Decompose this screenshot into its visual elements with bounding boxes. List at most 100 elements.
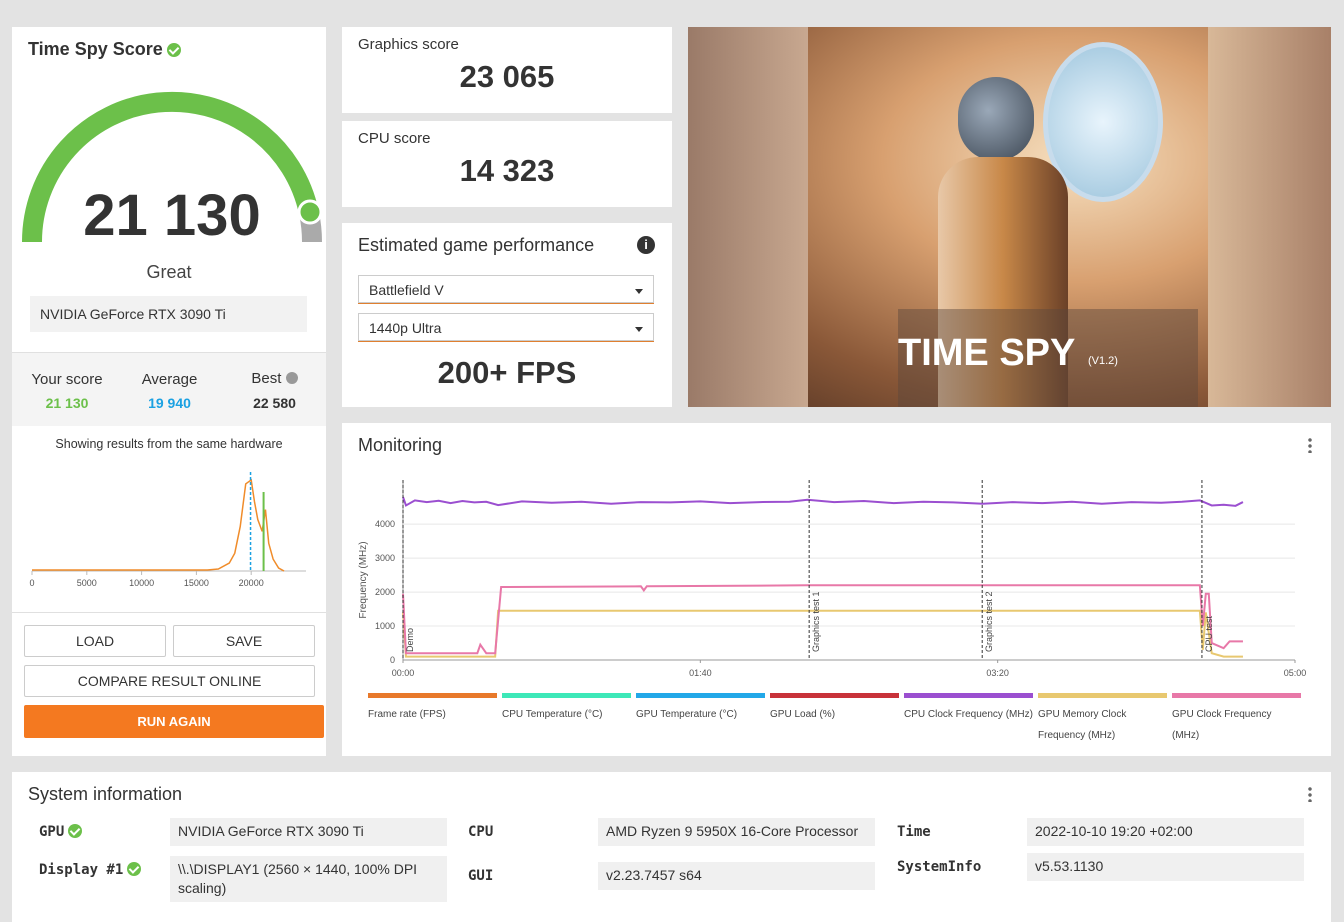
y-tick-label: 3000 — [375, 553, 395, 563]
score-panel: Time Spy Score 21 130 Great NVIDIA GeFor… — [12, 27, 326, 756]
info-label-text: GPU — [39, 824, 65, 840]
banner-pillar — [1208, 27, 1331, 407]
legend-item: GPU Memory Clock Frequency (MHz) — [1038, 693, 1167, 746]
info-label: GPU — [39, 824, 83, 840]
info-label: Time — [897, 824, 931, 840]
system-info-panel: System information GPU NVIDIA GeForce RTX… — [12, 772, 1331, 922]
score-value: 21 130 — [83, 183, 261, 248]
annotation-label: Graphics test 2 — [984, 591, 994, 652]
info-label-text: Time — [897, 824, 931, 840]
x-tick-label: 05:00 — [1284, 668, 1307, 678]
series-line — [402, 584, 1243, 655]
series-line — [402, 496, 1244, 507]
y-tick-label: 1000 — [375, 621, 395, 631]
divider — [12, 612, 326, 613]
graphics-score-panel: Graphics score 23 065 — [342, 27, 672, 113]
load-button[interactable]: LOAD — [24, 625, 166, 657]
banner-helmet — [958, 77, 1034, 161]
info-icon — [285, 372, 298, 384]
info-value: \\.\DISPLAY1 (2560 × 1440, 100% DPI scal… — [170, 856, 447, 902]
best-value: 22 580 — [253, 395, 296, 411]
game-performance-title: Estimated game performance — [358, 235, 595, 255]
legend-label: CPU Temperature (°C) — [502, 709, 603, 720]
system-info-title: System information — [28, 784, 183, 804]
x-tick-label: 01:40 — [689, 668, 712, 678]
compare-button[interactable]: COMPARE RESULT ONLINE — [24, 665, 315, 697]
x-tick-label: 10000 — [129, 578, 154, 588]
score-title-text: Time Spy Score — [28, 39, 163, 59]
menu-icon[interactable] — [1308, 786, 1312, 802]
graphics-score-label: Graphics score — [358, 36, 459, 53]
banner-band — [898, 309, 1198, 407]
info-value: v5.53.1130 — [1027, 853, 1304, 881]
run-again-button[interactable]: RUN AGAIN — [24, 705, 324, 738]
gauge — [22, 91, 323, 243]
cpu-score-value: 14 323 — [459, 153, 555, 188]
cpu-score-label: CPU score — [358, 130, 431, 147]
legend-item: GPU Temperature (°C) — [636, 693, 765, 725]
y-axis-label: Frequency (MHz) — [358, 541, 369, 618]
preset-select[interactable]: 1440p Ultra — [358, 313, 654, 341]
banner-mirror — [1043, 42, 1163, 202]
legend-item: GPU Clock Frequency (MHz) — [1172, 693, 1301, 746]
info-label-text: SystemInfo — [897, 859, 982, 875]
x-tick-label: 00:00 — [392, 668, 415, 678]
banner: TIME SPY (V1.2) — [688, 27, 1331, 407]
info-label-text: Display #1 — [39, 862, 124, 878]
info-value: NVIDIA GeForce RTX 3090 Ti — [170, 818, 447, 846]
y-tick-label: 0 — [390, 655, 395, 665]
info-label-text: CPU — [468, 824, 494, 840]
distribution-line — [32, 478, 285, 572]
fps-value: 200+ FPS — [437, 355, 577, 390]
annotation-label: CPU test — [1204, 615, 1214, 652]
average-label: Average — [141, 371, 198, 388]
x-tick-label: 0 — [29, 578, 34, 588]
monitoring-title: Monitoring — [358, 435, 443, 455]
x-tick-label: 5000 — [77, 578, 97, 588]
game-performance-panel: Estimated game performance i Battlefield… — [342, 223, 672, 407]
info-label: GUI — [468, 868, 493, 884]
banner-title: TIME SPY — [898, 332, 1076, 374]
annotation-label: Graphics test 1 — [811, 591, 821, 652]
gpu-name: NVIDIA GeForce RTX 3090 Ti — [30, 296, 307, 332]
x-tick-label: 20000 — [239, 578, 264, 588]
x-tick-label: 03:20 — [986, 668, 1009, 678]
check-icon — [68, 824, 83, 838]
gauge-arc — [22, 91, 319, 243]
info-label: CPU — [468, 824, 493, 840]
info-icon[interactable]: i — [637, 236, 655, 254]
your-score-value: 21 130 — [45, 395, 89, 411]
best-label: Best — [222, 370, 327, 387]
banner-figure — [938, 157, 1068, 407]
banner-pillar — [688, 27, 808, 407]
info-value: v2.23.7457 s64 — [598, 862, 875, 890]
info-label: Display #1 — [39, 862, 142, 878]
legend-item: GPU Load (%) — [770, 693, 899, 725]
rating: Great — [146, 262, 192, 282]
x-tick-label: 15000 — [184, 578, 209, 588]
note: Showing results from the same hardware — [55, 437, 283, 451]
legend: Frame rate (FPS) CPU Temperature (°C) GPU … — [368, 693, 1308, 753]
info-label: SystemInfo — [897, 859, 981, 875]
best-label-text: Best — [251, 370, 282, 387]
your-score-label: Your score — [31, 371, 103, 388]
monitoring-panel: Monitoring 0 1000 2000 3000 4000 00:00 01:40 03… — [342, 423, 1331, 756]
info-label-text: GUI — [468, 868, 494, 884]
legend-item: CPU Temperature (°C) — [502, 693, 631, 725]
score-title: Time Spy Score — [28, 39, 181, 60]
legend-label: GPU Load (%) — [770, 709, 836, 720]
y-tick-label: 2000 — [375, 587, 395, 597]
menu-icon[interactable] — [1308, 437, 1312, 453]
gauge-dot — [297, 199, 323, 225]
info-value: AMD Ryzen 9 5950X 16-Core Processor — [598, 818, 875, 846]
check-icon — [166, 43, 181, 57]
legend-item: Frame rate (FPS) — [368, 693, 497, 725]
y-tick-label: 4000 — [375, 519, 395, 529]
game-select[interactable]: Battlefield V — [358, 275, 654, 303]
save-button[interactable]: SAVE — [173, 625, 315, 657]
legend-label: Frame rate (FPS) — [368, 709, 446, 720]
series-line — [402, 609, 1243, 658]
cpu-score-panel: CPU score 14 323 — [342, 121, 672, 207]
average-value: 19 940 — [148, 395, 191, 411]
